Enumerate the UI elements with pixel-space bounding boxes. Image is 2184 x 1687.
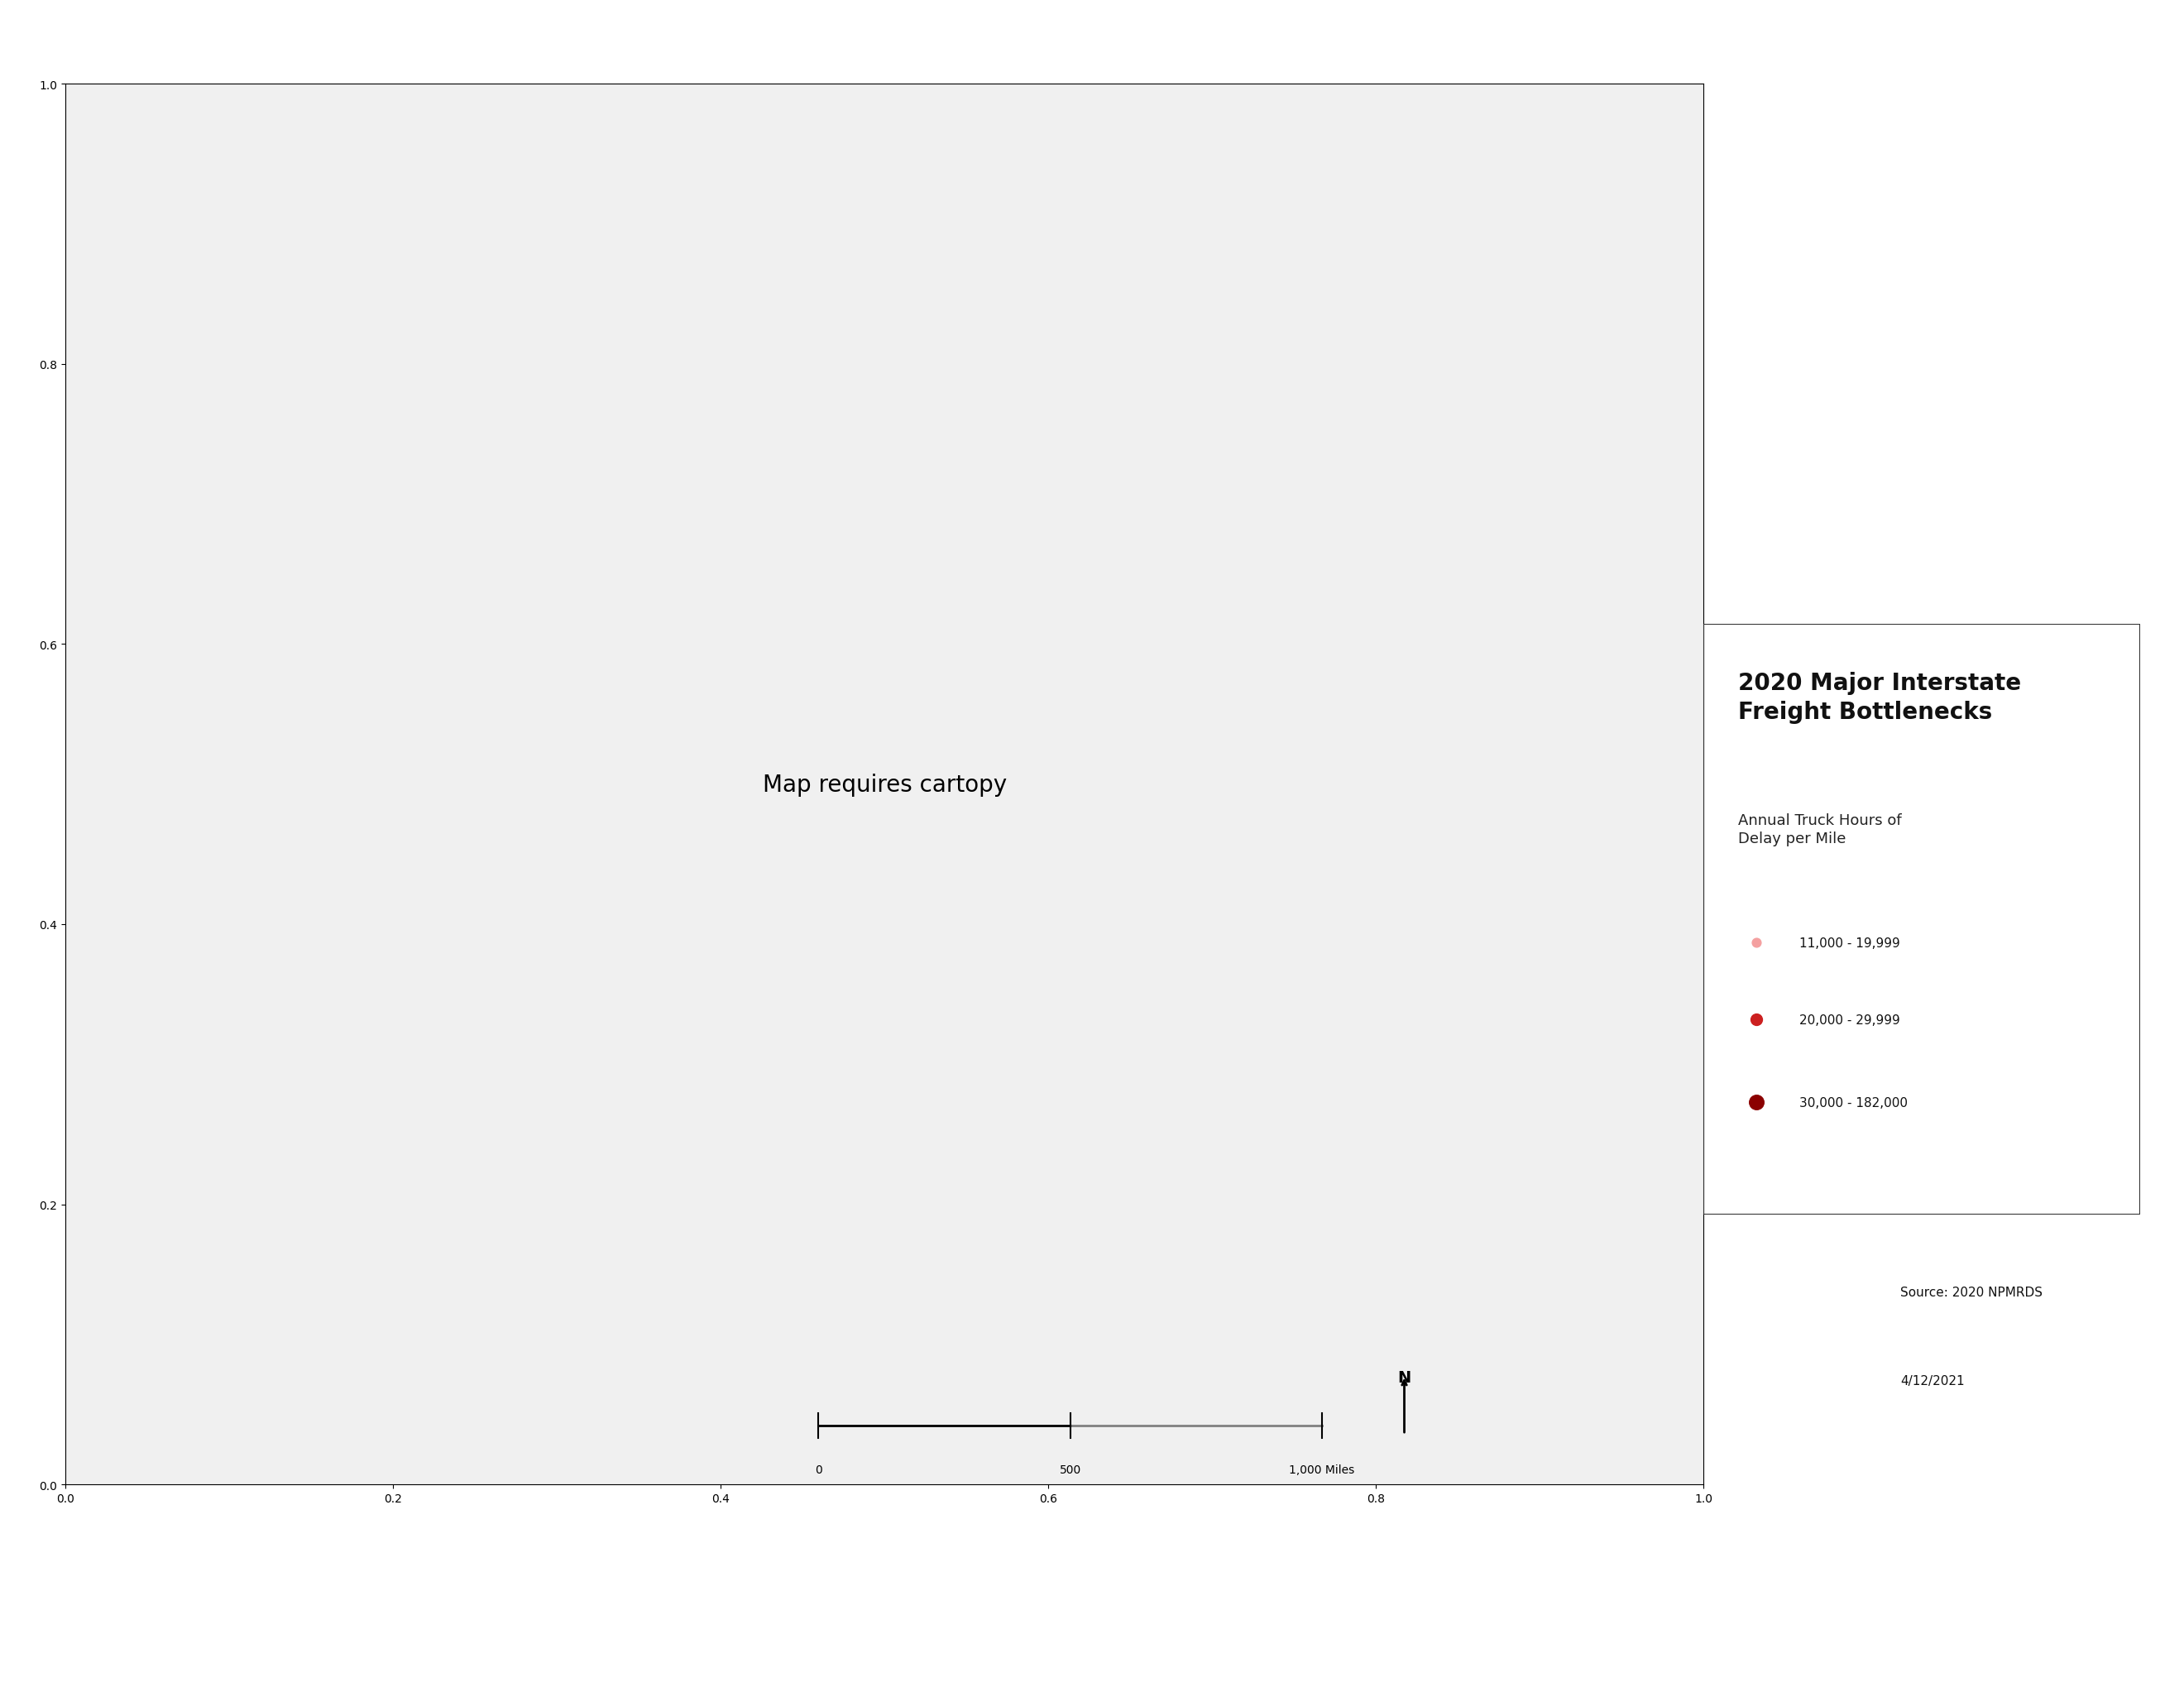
Text: 2020 Major Interstate
Freight Bottlenecks: 2020 Major Interstate Freight Bottleneck…	[1738, 671, 2022, 724]
Point	[1738, 1090, 1773, 1117]
Text: 20,000 - 29,999: 20,000 - 29,999	[1800, 1014, 1900, 1026]
Text: 30,000 - 182,000: 30,000 - 182,000	[1800, 1097, 1909, 1108]
Text: 500: 500	[1059, 1463, 1081, 1474]
Point	[1738, 1005, 1773, 1032]
Text: Map requires cartopy: Map requires cartopy	[762, 773, 1007, 796]
Text: 4/12/2021: 4/12/2021	[1900, 1373, 1963, 1387]
Text: 11,000 - 19,999: 11,000 - 19,999	[1800, 936, 1900, 950]
Text: Annual Truck Hours of
Delay per Mile: Annual Truck Hours of Delay per Mile	[1738, 813, 1902, 847]
Text: N: N	[1398, 1370, 1411, 1385]
Text: 1,000 Miles: 1,000 Miles	[1289, 1463, 1354, 1474]
Text: Source: 2020 NPMRDS: Source: 2020 NPMRDS	[1900, 1285, 2042, 1299]
Point	[1738, 930, 1773, 957]
Text: 0: 0	[815, 1463, 821, 1474]
